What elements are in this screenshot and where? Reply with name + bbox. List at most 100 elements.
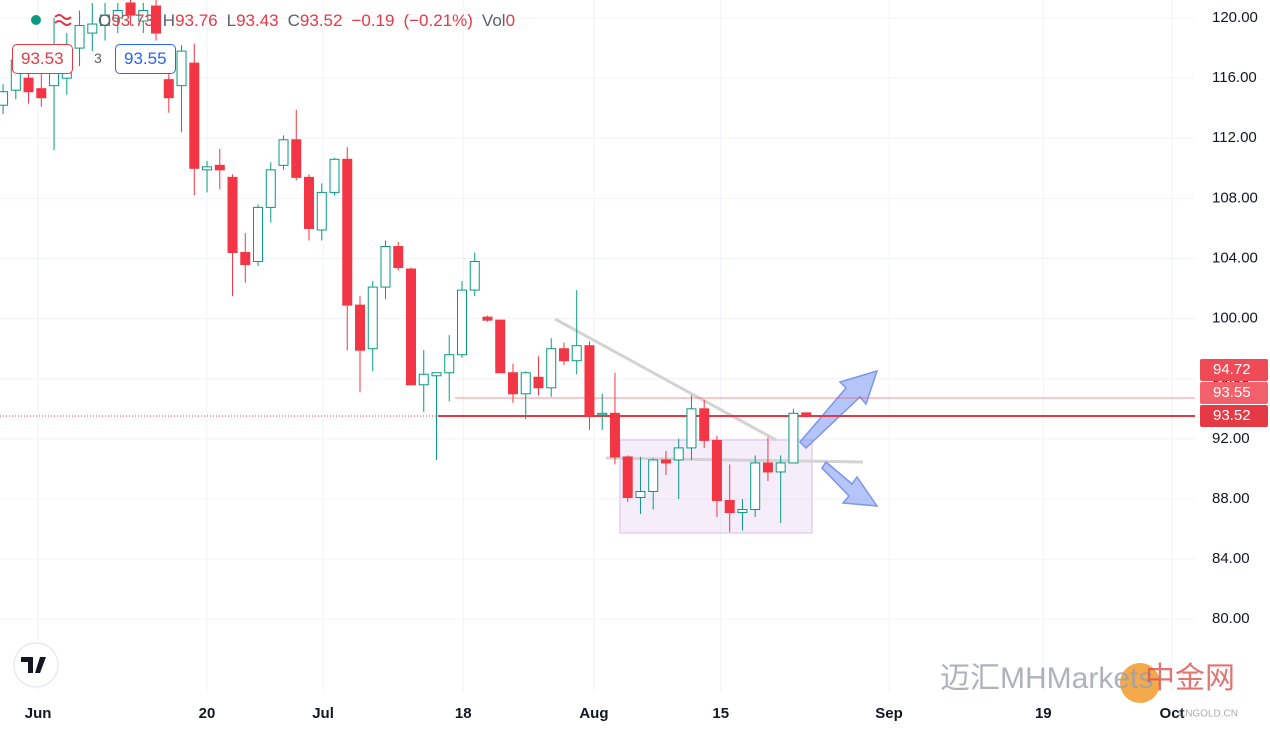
candle-body <box>36 88 47 99</box>
candle-body <box>469 261 480 291</box>
candle-body <box>278 139 289 166</box>
candle-body <box>163 79 174 99</box>
candle-body <box>112 10 123 19</box>
candle-body <box>456 289 467 356</box>
y-tick-label: 104.00 <box>1212 249 1258 266</box>
candle-body <box>87 23 98 34</box>
candle-body <box>801 412 812 417</box>
x-tick-label: Oct <box>1160 705 1185 722</box>
up-arrow[interactable] <box>798 369 879 450</box>
candle-body <box>0 91 9 106</box>
y-tick-label: 112.00 <box>1212 129 1257 146</box>
candle-body <box>750 462 761 511</box>
candle-body <box>482 316 493 321</box>
x-tick-label: Sep <box>875 705 903 722</box>
candle-body <box>100 14 111 27</box>
candle-body <box>125 2 136 16</box>
candle-body <box>202 166 213 171</box>
candle-body <box>189 62 200 169</box>
candle-body <box>495 319 506 374</box>
down-arrow[interactable] <box>821 460 879 507</box>
price-label-box <box>1200 359 1268 382</box>
candle-body <box>418 373 429 386</box>
x-tick-label: 19 <box>1035 705 1052 722</box>
ohlc-header: O 93.73 H 93.76 L 93.43 C 93.52 −0.19 (−0.21… <box>98 11 524 31</box>
price-label-box <box>1200 405 1268 428</box>
candle-body <box>597 412 608 416</box>
candle-body <box>23 77 34 93</box>
y-tick-label: 116.00 <box>1212 69 1257 86</box>
y-tick-label: 88.00 <box>1212 490 1250 507</box>
symbol-icon <box>54 14 72 26</box>
candle-body <box>393 245 404 269</box>
candle-body <box>635 490 646 499</box>
close-label: C <box>287 11 300 30</box>
y-tick-label: 108.00 <box>1212 189 1258 206</box>
candle-body <box>660 459 671 464</box>
candle-body <box>673 447 684 461</box>
candle-body <box>214 164 225 171</box>
y-tick-label: 92.00 <box>1212 430 1250 447</box>
y-tick-label: 120.00 <box>1212 9 1258 26</box>
high-value: 93.76 <box>175 11 218 30</box>
candle-body <box>737 509 748 514</box>
spread: 3 <box>94 50 102 66</box>
high-label: H <box>162 11 176 30</box>
x-tick-label: 15 <box>712 705 729 722</box>
candle-body <box>380 245 391 288</box>
volume-label: Vol <box>481 11 506 30</box>
candle-body <box>507 372 518 395</box>
x-tick-label: 20 <box>199 705 216 722</box>
candle-body <box>584 345 595 416</box>
change-percent: (−0.21%) <box>403 11 473 30</box>
trend-line[interactable] <box>554 317 777 442</box>
candle-body <box>762 462 773 473</box>
x-tick-label: Aug <box>579 705 608 722</box>
tv-logo[interactable] <box>13 642 59 688</box>
candle-body <box>176 50 187 87</box>
candle-body <box>240 252 251 266</box>
status-dot <box>31 15 41 25</box>
candle-body <box>253 206 264 263</box>
candle-body <box>648 459 659 492</box>
candle-body <box>571 345 582 362</box>
buy-button[interactable]: 93.55 <box>115 44 176 74</box>
low-value: 93.43 <box>236 11 279 30</box>
price-label: 93.55 <box>1213 384 1251 401</box>
sell-button[interactable]: 93.53 <box>12 44 73 74</box>
candle-body <box>316 191 327 231</box>
price-label: 93.52 <box>1213 407 1251 424</box>
candle-body <box>405 268 416 386</box>
candle-body <box>711 439 722 502</box>
candle-body <box>74 25 85 49</box>
candle-body <box>138 10 149 22</box>
change: −0.19 <box>351 11 395 30</box>
candle-body <box>546 348 557 389</box>
candle-body <box>622 456 633 499</box>
candle-body <box>329 158 340 193</box>
candle-body <box>431 372 442 377</box>
candle-body <box>558 348 569 362</box>
candle-body <box>367 286 378 350</box>
candle-body <box>291 139 302 178</box>
watermark: 中金网 <box>1145 662 1235 695</box>
candle-body <box>775 462 786 473</box>
y-tick-label: 84.00 <box>1212 550 1250 567</box>
y-tick-label: 80.00 <box>1212 610 1250 627</box>
x-tick-label: 18 <box>455 705 472 722</box>
candle-body <box>444 354 455 374</box>
candle-body <box>699 408 710 441</box>
support-line[interactable] <box>605 456 864 464</box>
candle-body <box>788 412 799 464</box>
candle-body <box>304 176 315 229</box>
candle-body <box>355 304 366 351</box>
watermark: 迈汇MHMarkets <box>940 662 1153 695</box>
price-label-box <box>1200 382 1268 405</box>
candle-body <box>686 408 697 449</box>
candle-body <box>265 169 276 208</box>
candle-body <box>151 5 162 34</box>
volume-value: 0 <box>505 11 516 30</box>
candle-body <box>227 176 238 254</box>
